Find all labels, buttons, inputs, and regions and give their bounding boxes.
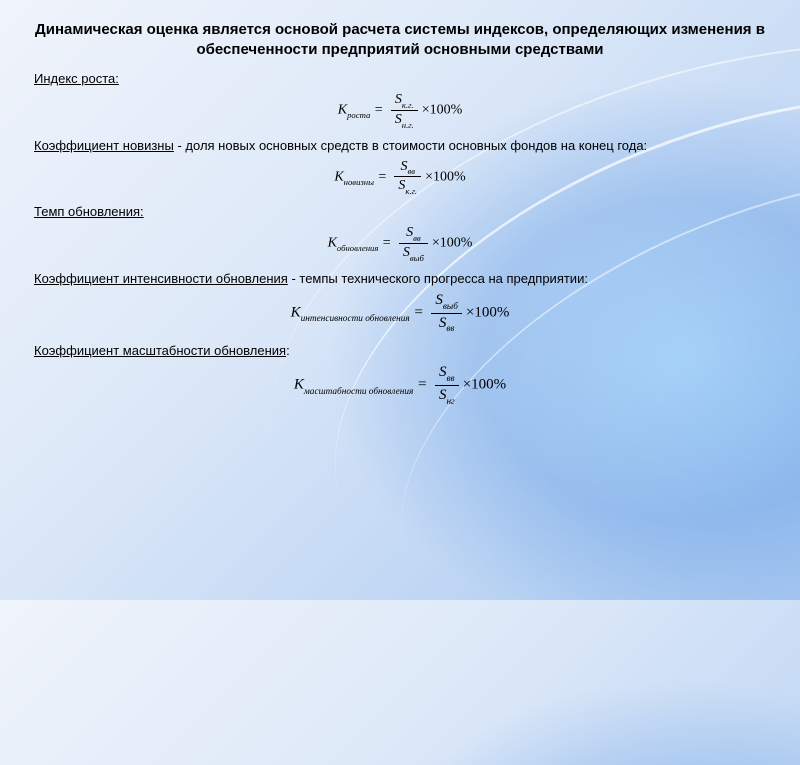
slide-body: Индекс роста: Kроста = Sк.г. Sн.г. ×100%… [34,71,766,408]
tempo-label: Темп обновления: [34,204,144,219]
growth-label: Индекс роста: [34,71,119,86]
intensity-label: Коэффициент интенсивности обновления [34,271,288,286]
growth-formula: Kроста = Sк.г. Sн.г. ×100% [34,91,766,129]
scale-label: Коэффициент масштабности обновления [34,343,286,358]
slide-title: Динамическая оценка является основой рас… [34,20,766,59]
novelty-desc: - доля новых основных средств в стоимост… [177,138,647,153]
intensity-formula: Kинтенсивности обновления = Sвыб Sвв ×10… [34,291,766,335]
novelty-formula: Kновизны = Sвв Sк.г. ×100% [34,158,766,196]
novelty-label: Коэффициент новизны [34,138,174,153]
scale-colon: : [286,343,290,358]
intensity-desc: - темпы технического прогресса на предпр… [291,271,588,286]
tempo-formula: Kобновления = Sвв Sвыб ×100% [34,224,766,262]
scale-formula: Kмасштабности обновления = Sвв Sнг ×100% [34,363,766,407]
